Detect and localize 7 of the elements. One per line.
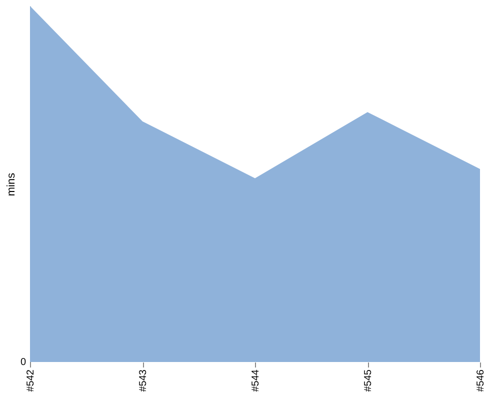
y-axis-title: mins bbox=[6, 172, 18, 196]
x-tick-label: #544 bbox=[250, 369, 262, 392]
x-tick-label: #542 bbox=[26, 369, 36, 392]
x-tick-label: #546 bbox=[476, 369, 486, 392]
x-tick-label: #545 bbox=[363, 369, 374, 392]
x-tick-label: #543 bbox=[138, 369, 149, 392]
annotation: 0 bbox=[20, 357, 26, 368]
